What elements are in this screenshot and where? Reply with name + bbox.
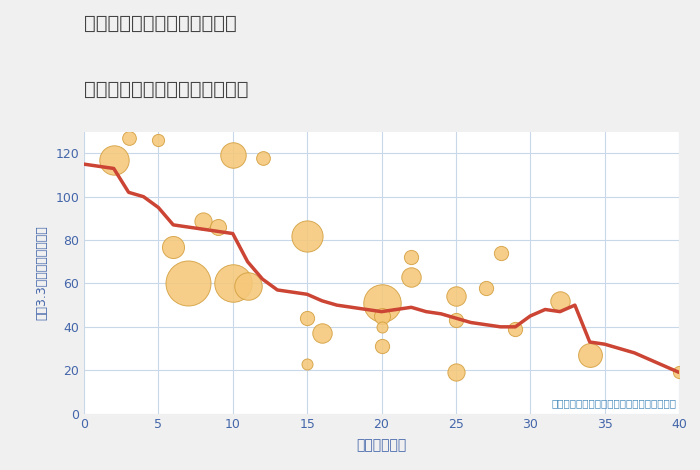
Point (450, 317, 461, 324)
X-axis label: 築年数（年）: 築年数（年） (356, 439, 407, 453)
Point (376, 299, 387, 307)
Point (376, 312, 387, 320)
Text: 円の大きさは、取引のあった物件面積を示す: 円の大きさは、取引のあった物件面積を示す (551, 398, 676, 408)
Point (554, 297, 566, 305)
Point (480, 284, 491, 291)
Point (227, 280, 238, 287)
Point (123, 134, 134, 142)
Y-axis label: 坪（3.3㎡）単価（万円）: 坪（3.3㎡）単価（万円） (35, 225, 48, 320)
Point (183, 280, 194, 287)
Text: 築年数別中古マンション坪単価: 築年数別中古マンション坪単価 (84, 80, 248, 99)
Point (302, 232, 313, 240)
Point (212, 223, 223, 231)
Point (153, 136, 164, 144)
Point (450, 293, 461, 300)
Point (242, 282, 253, 290)
Point (584, 351, 595, 359)
Point (302, 314, 313, 322)
Point (673, 368, 685, 376)
Point (406, 254, 417, 261)
Point (302, 360, 313, 368)
Point (316, 329, 328, 337)
Text: 愛知県稲沢市平和町観音堂の: 愛知県稲沢市平和町観音堂の (84, 14, 237, 33)
Point (510, 325, 521, 333)
Point (406, 273, 417, 281)
Point (108, 156, 119, 164)
Point (376, 323, 387, 330)
Point (257, 154, 268, 161)
Point (227, 152, 238, 159)
Point (376, 343, 387, 350)
Point (495, 249, 506, 257)
Point (450, 368, 461, 376)
Point (197, 217, 209, 224)
Point (168, 243, 179, 251)
